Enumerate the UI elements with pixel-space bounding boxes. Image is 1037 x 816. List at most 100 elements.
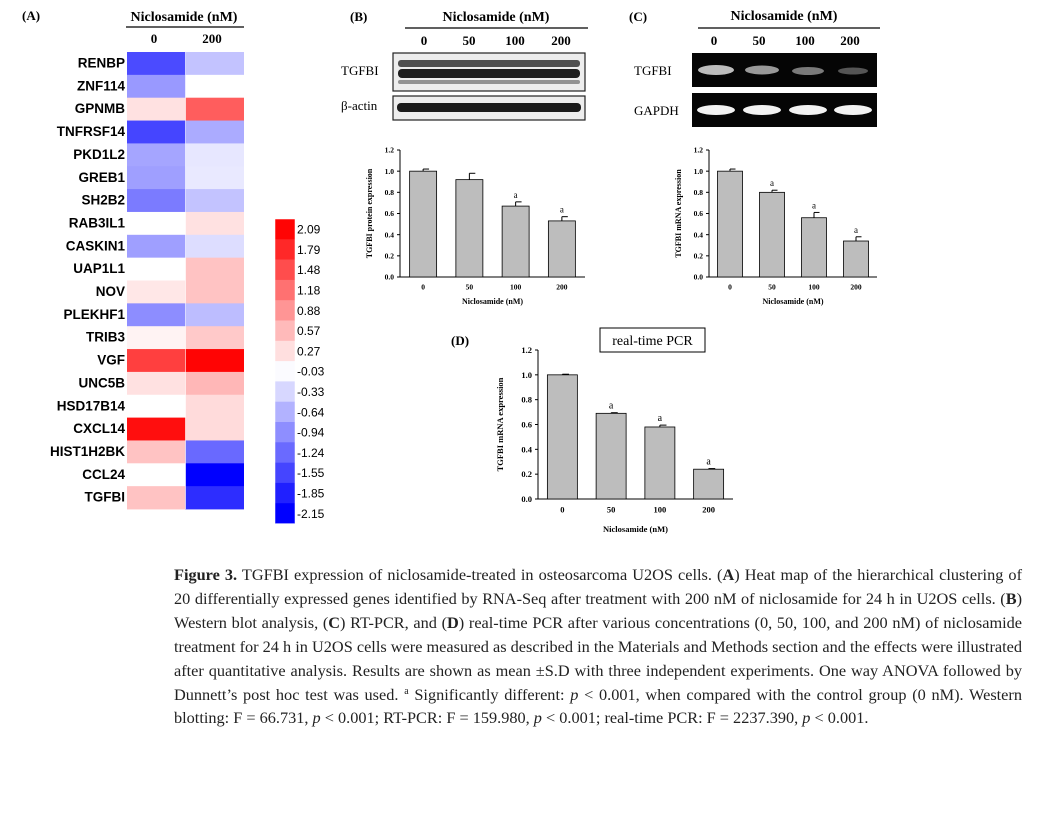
scale-swatch <box>275 259 295 281</box>
heatmap-cell <box>127 211 186 236</box>
panel-a-heatmap: (A) Niclosamide (nM) 0 200 RENBP ZNF114 GP… <box>22 8 325 524</box>
scale-swatch <box>275 401 295 423</box>
y-tick-label: 1.2 <box>694 146 704 155</box>
blot-row-label-tgfbi: TGFBI <box>341 63 379 78</box>
scale-label: 1.18 <box>297 284 321 298</box>
heatmap-cell <box>127 303 186 327</box>
panel-c-rt-pcr: (C) Niclosamide (nM) 0 50 100 200 TGFBI … <box>629 9 880 306</box>
x-tick-label: 100 <box>654 505 667 515</box>
caption-letter: B <box>1005 588 1017 608</box>
heatmap-gene-label: TNFRSF14 <box>57 124 126 139</box>
heatmap-cell <box>185 394 244 418</box>
x-tick-label: 0 <box>421 283 425 292</box>
caption-text: TGFBI expression of niclosamide-treated … <box>237 565 723 584</box>
heatmap-gene-label: RENBP <box>78 56 125 71</box>
heatmap-gene-label: HSD17B14 <box>57 398 126 413</box>
gel-row-label-gapdh: GAPDH <box>634 103 679 118</box>
heatmap-cell <box>185 120 244 144</box>
bar <box>644 426 676 500</box>
caption-text: < 0.001; RT-PCR: F = 159.980, <box>320 708 534 728</box>
scale-label: 1.48 <box>297 263 321 277</box>
scale-bar-frame <box>274 218 296 524</box>
heatmap-gene-label: ZNF114 <box>77 78 126 93</box>
scale-label: 1.79 <box>297 243 321 257</box>
bar <box>455 179 484 278</box>
scale-swatch <box>275 462 295 484</box>
scale-label: 2.09 <box>297 223 321 237</box>
bar <box>595 412 627 500</box>
y-tick-label: 0.2 <box>694 251 704 260</box>
caption-letter: D <box>447 612 459 632</box>
scale-swatch <box>275 219 295 240</box>
y-tick-label: 0.0 <box>521 494 532 504</box>
gel-lane-label: 50 <box>753 33 766 48</box>
heatmap-cell <box>185 166 244 190</box>
panel-b-western-blot: (B) Niclosamide (nM) 0 50 100 200 TGFBI … <box>341 9 588 306</box>
gel-lane-label: 0 <box>711 33 718 48</box>
y-tick-label: 0.4 <box>385 230 395 239</box>
panel-a-header: Niclosamide (nM) <box>131 10 238 25</box>
x-tick-label: 200 <box>850 283 862 292</box>
chart-b-protein-expression: 0.0 0.2 0.4 0.6 0.8 1.0 1.2 0 50 100 a 200 a Niclosam… <box>365 146 585 306</box>
heatmap-cell <box>127 97 186 121</box>
heatmap-cell <box>127 371 186 396</box>
bar <box>546 374 578 500</box>
y-tick-label: 1.0 <box>521 370 532 380</box>
heatmap-cell <box>185 257 244 281</box>
y-tick-label: 0.0 <box>694 273 704 282</box>
x-tick-label: 100 <box>510 283 522 292</box>
y-axis-label: TGFBI mRNA expression <box>674 169 683 258</box>
x-axis-label: Niclosamide (nM) <box>603 524 668 534</box>
scale-label: -0.64 <box>297 405 325 419</box>
caption-italic: p <box>570 684 579 704</box>
y-tick-label: 0.6 <box>694 209 704 218</box>
heatmap-cell <box>185 417 244 441</box>
scale-swatch <box>275 381 295 402</box>
y-axis-label: TGFBI protein expression <box>365 168 374 258</box>
chart-c-mrna-expression: 0.0 0.2 0.4 0.6 0.8 1.0 1.2 0 50 a 100 a 200 a Niclosa… <box>674 146 877 306</box>
significance-marker: a <box>658 413 663 424</box>
significance-marker: a <box>812 200 816 210</box>
y-tick-label: 0.4 <box>521 444 532 454</box>
heatmap-gene-label: VGF <box>97 353 125 368</box>
heatmap-gene-label: TRIB3 <box>86 330 125 345</box>
heatmap-cell <box>127 257 186 281</box>
caption-label: Figure 3. <box>174 565 238 584</box>
bar <box>547 220 576 278</box>
y-tick-label: 0.0 <box>385 273 395 282</box>
scale-label: -1.55 <box>297 466 325 480</box>
heatmap-gene-label: GPNMB <box>75 101 126 116</box>
x-tick-label: 0 <box>560 505 564 515</box>
scale-swatch <box>275 239 295 260</box>
scale-swatch <box>275 340 295 362</box>
y-tick-label: 0.8 <box>521 395 532 405</box>
heatmap-cell <box>127 234 186 259</box>
heatmap-gene-label: NOV <box>96 284 125 299</box>
chart-d-real-time-pcr: 0.0 0.2 0.4 0.6 0.8 1.0 1.2 0 50 a 100 a 200 a Niclosa… <box>495 345 733 534</box>
heatmap-gene-label: TGFBI <box>85 490 126 505</box>
heatmap-gene-label: PLEKHF1 <box>63 307 125 322</box>
panel-c-label: (C) <box>629 9 647 24</box>
heatmap-cell <box>185 189 244 213</box>
scale-swatch <box>275 482 295 504</box>
caption-text: ) Heat map of the hierarchical clusterin… <box>174 565 1022 608</box>
blot-lane-label: 200 <box>551 33 571 48</box>
heatmap-cell <box>127 349 186 373</box>
scale-label: -0.03 <box>297 365 325 379</box>
y-tick-label: 0.4 <box>694 230 704 239</box>
panel-c-header: Niclosamide (nM) <box>731 9 838 24</box>
heatmap-cell <box>127 394 186 418</box>
heatmap-cell <box>185 97 244 121</box>
western-blot-image <box>392 52 586 121</box>
caption-italic: p <box>312 708 321 728</box>
heatmap-gene-label: RAB3IL1 <box>69 215 126 230</box>
heatmap-cell <box>185 280 244 304</box>
heatmap-cell <box>127 120 186 144</box>
x-tick-label: 200 <box>702 505 715 515</box>
blot-lane-label: 0 <box>421 33 428 48</box>
heatmap-cell <box>185 211 244 236</box>
heatmap-cell <box>127 326 186 350</box>
heatmap-cell <box>185 440 244 464</box>
heatmap-cell <box>185 371 244 396</box>
scale-swatch <box>275 279 295 301</box>
